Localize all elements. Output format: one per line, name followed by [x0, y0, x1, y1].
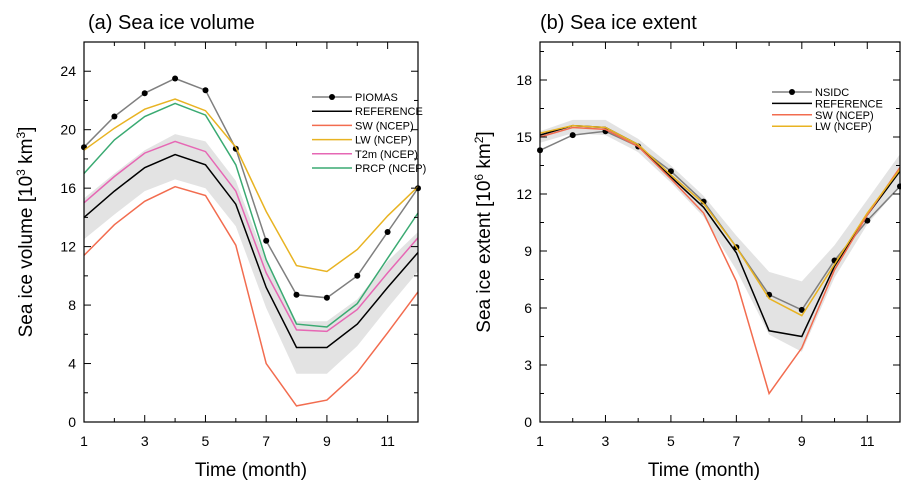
panel-a-legend-label-t2m-ncep: T2m (NCEP) — [355, 149, 418, 161]
panel-b-ylabel-sup2: 2 — [472, 136, 486, 143]
panel-b-legend-label-sw-ncep: SW (NCEP) — [815, 110, 874, 122]
panel-a-series-t2m-ncep — [83, 140, 419, 333]
panel-a-spread-band — [84, 134, 418, 374]
panel-a-ylabel-sup2: 3 — [14, 132, 28, 139]
panel-b-title: (b) Sea ice extent — [540, 12, 697, 34]
panel-b-series-lw-ncep — [539, 124, 901, 317]
panel-a-point-piomas-7 — [263, 237, 270, 244]
panel-a-point-piomas-10 — [354, 272, 361, 279]
panel-b-xtick-label-5: 5 — [667, 433, 675, 449]
panel-a-legend-marker-piomas — [329, 94, 335, 100]
panel-b-ytick-label-15: 15 — [516, 129, 532, 145]
panel-b-ylabel-sup1: 6 — [472, 174, 486, 181]
panel-b-ytick-label-12: 12 — [516, 186, 532, 202]
panel-b-ylabel-end: ] — [474, 131, 495, 136]
panel-a-series-reference — [83, 153, 419, 349]
panel-a-title: (a) Sea ice volume — [88, 12, 255, 34]
panel-a-point-piomas-4 — [172, 75, 179, 82]
panel-b-series-layer — [537, 124, 901, 396]
panel-b-band-layer — [540, 119, 900, 352]
panel-a-point-piomas-3 — [141, 90, 148, 97]
panel-a-xtick-label-11: 11 — [380, 433, 395, 449]
panel-a-legend-label-lw-ncep: LW (NCEP) — [355, 135, 412, 147]
panel-b-series-sw-ncep — [539, 126, 901, 396]
panel-a-xtick-label-5: 5 — [202, 433, 210, 449]
panel-a-ylabel-end: ] — [16, 127, 37, 132]
panel-b-xtick-label-7: 7 — [732, 433, 740, 449]
panel-a-ticks-layer: 1 3 5 7 9 11 0 4 8 12 16 20 24 — [60, 41, 419, 449]
panel-a-legend-label-sw-ncep: SW (NCEP) — [355, 120, 414, 132]
panel-b-legend-marker-nsidc — [789, 89, 795, 95]
panel-a-ytick-label-0: 0 — [68, 414, 76, 430]
panel-a-series-prcp-ncep — [83, 102, 419, 328]
panel-a-point-piomas-9 — [323, 294, 330, 301]
panel-a-legend-label-prcp-ncep: PRCP (NCEP) — [355, 163, 426, 175]
panel-a-ylabel-mid: km — [16, 139, 37, 170]
panel-a-ytick-label-16: 16 — [60, 180, 76, 196]
panel-b-ylabel-mid: km — [474, 143, 495, 174]
panel-b-xtick-label-3: 3 — [602, 433, 610, 449]
panel-b-ticks-layer: 1 3 5 7 9 11 0 3 6 9 12 15 18 — [516, 42, 901, 449]
panel-b-xtick-label-11: 11 — [860, 433, 875, 449]
panel-a-xtick-label-3: 3 — [141, 433, 149, 449]
panel-a-ytick-label-20: 20 — [60, 122, 76, 138]
panel-b-ytick-label-6: 6 — [524, 300, 532, 316]
panel-b-ylabel-text: Sea ice extent [10 — [474, 181, 495, 333]
panel-a-series-lw-ncep — [83, 98, 419, 273]
panel-a-ytick-label-24: 24 — [60, 63, 76, 79]
panel-a-point-piomas-11 — [384, 229, 391, 235]
panel-b-ytick-label-0: 0 — [524, 414, 532, 430]
panel-b-spread-band — [540, 119, 900, 352]
panel-a-ytick-label-12: 12 — [60, 239, 76, 255]
panel-a-legend-label-reference: REFERENCE — [355, 106, 423, 118]
panel-b-point-nsidc-9 — [798, 306, 805, 313]
panel-a-point-piomas-2 — [111, 113, 118, 120]
panel-b-point-nsidc-11 — [864, 217, 871, 224]
panel-a-legend-label-piomas: PIOMAS — [355, 92, 398, 104]
panel-a-series-sw-ncep — [83, 185, 419, 407]
panel-sea-ice-extent: (b) Sea ice extent 1 3 5 7 9 11 0 3 6 9 12 15 18 NSI… — [472, 12, 901, 481]
panel-b-ytick-label-3: 3 — [524, 357, 532, 373]
panel-b-xtick-label-9: 9 — [798, 433, 806, 449]
panel-a-xtick-label-1: 1 — [80, 433, 88, 449]
panel-a-ylabel-sup1: 3 — [14, 169, 28, 176]
panel-a-ylabel-text: Sea ice volume [10 — [16, 176, 37, 338]
panel-a-point-piomas-8 — [293, 291, 300, 298]
panel-a-legend: PIOMAS REFERENCE SW (NCEP) LW (NCEP) T2m (NC… — [312, 92, 426, 175]
panel-a-series-layer — [81, 75, 421, 407]
panel-a-point-piomas-5 — [202, 87, 209, 94]
panel-b-ytick-label-18: 18 — [516, 72, 532, 88]
panel-b-legend-label-lw-ncep: LW (NCEP) — [815, 121, 872, 133]
panel-b-xtick-label-1: 1 — [536, 433, 544, 449]
panel-a-ytick-label-8: 8 — [68, 297, 76, 313]
panel-a-x-axis-label: Time (month) — [195, 460, 307, 481]
panel-b-frame — [539, 41, 901, 423]
panel-a-ytick-label-4: 4 — [68, 356, 76, 372]
panel-b-x-axis-label: Time (month) — [648, 460, 760, 481]
panel-a-series-piomas — [83, 77, 419, 299]
panel-b-point-nsidc-2 — [569, 132, 576, 139]
panel-b-legend-label-nsidc: NSIDC — [815, 87, 849, 99]
panel-a-frame — [83, 41, 419, 423]
panel-b-legend-label-reference: REFERENCE — [815, 98, 883, 110]
panel-b-ytick-label-9: 9 — [524, 243, 532, 259]
panel-b-y-axis-label: Sea ice extent [106 km2] — [472, 131, 495, 332]
panel-a-xtick-label-7: 7 — [262, 433, 270, 449]
panel-a-band-layer — [84, 134, 418, 374]
panel-a-xtick-label-9: 9 — [323, 433, 331, 449]
panel-a-y-axis-label: Sea ice volume [103 km3] — [14, 127, 37, 338]
panel-sea-ice-volume: (a) Sea ice volume 1 3 5 7 9 11 0 4 8 12 16 20 24 PI… — [14, 12, 426, 481]
